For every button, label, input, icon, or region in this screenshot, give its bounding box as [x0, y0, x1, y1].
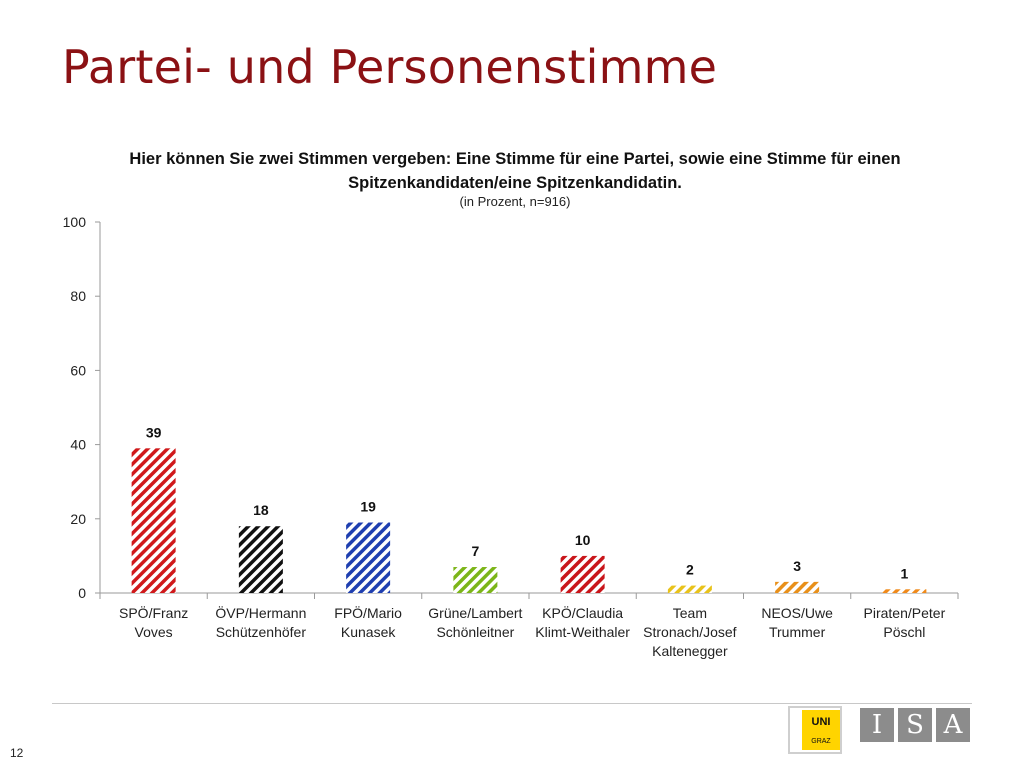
data-label: 1: [900, 565, 908, 581]
chart-axes: 0 20 40 60 80 100: [63, 214, 959, 601]
x-tick-label: KPÖ/Claudia Klimt-Weithaler: [535, 604, 630, 640]
bar: [560, 555, 605, 593]
x-tick-label: Team Stronach/Josef Kaltenegger: [643, 605, 736, 659]
x-tick-label: Piraten/Peter Pöschl: [864, 605, 946, 640]
bar: [775, 581, 820, 593]
footer-divider: [52, 703, 972, 704]
bar: [667, 585, 712, 593]
page-number: 12: [10, 746, 24, 760]
isa-logo-letter-a: A: [936, 708, 970, 742]
chart-subtitle: (in Prozent, n=916): [459, 194, 571, 209]
uni-logo-text: UNI: [811, 716, 831, 728]
uni-logo-yellow-block: [802, 710, 840, 750]
isa-logo-letter-s: S: [898, 708, 932, 742]
chart-labels: 39 SPÖ/Franz Voves 18 ÖVP/Hermann Schützenhöf…: [119, 424, 946, 659]
bar: [346, 522, 391, 593]
bar: [131, 448, 176, 593]
uni-logo-subtext: GRAZ: [811, 738, 831, 745]
data-label: 7: [471, 543, 479, 559]
isa-logo-letter-i: I: [860, 708, 894, 742]
data-label: 18: [253, 502, 269, 518]
x-tick-label: FPÖ/Mario Kunasek: [334, 604, 402, 640]
x-tick-label: NEOS/Uwe Trummer: [761, 605, 833, 640]
bar: [453, 567, 498, 593]
bar: [882, 589, 927, 593]
y-tick-label: 80: [70, 288, 86, 304]
y-tick-label: 40: [70, 437, 86, 453]
data-label: 2: [686, 562, 694, 578]
data-label: 3: [793, 558, 801, 574]
data-label: 19: [360, 499, 376, 515]
uni-graz-logo: UNI GRAZ: [788, 706, 842, 754]
x-tick-label: SPÖ/Franz Voves: [119, 604, 188, 640]
data-label: 10: [575, 532, 591, 548]
y-tick-label: 100: [63, 214, 87, 230]
slide-title: Partei- und Personenstimme: [62, 40, 718, 94]
y-tick-label: 0: [78, 585, 86, 601]
bar: [238, 526, 283, 593]
chart-bars: [131, 448, 927, 593]
y-tick-label: 60: [70, 362, 86, 378]
x-tick-label: Grüne/Lambert Schönleitner: [428, 605, 522, 640]
y-tick-label: 20: [70, 511, 86, 527]
bar-chart: 0 20 40 60 80 100 39 SPÖ/Franz Voves 18 ÖVP/Herma…: [63, 214, 959, 659]
chart-title-line-2: Spitzenkandidaten/eine Spitzenkandidatin…: [348, 174, 682, 192]
data-label: 39: [146, 424, 162, 440]
chart-title: Hier können Sie zwei Stimmen vergeben: E…: [80, 147, 950, 195]
chart-title-line-1: Hier können Sie zwei Stimmen vergeben: E…: [129, 150, 901, 168]
x-tick-label: ÖVP/Hermann Schützenhöfer: [215, 604, 306, 640]
